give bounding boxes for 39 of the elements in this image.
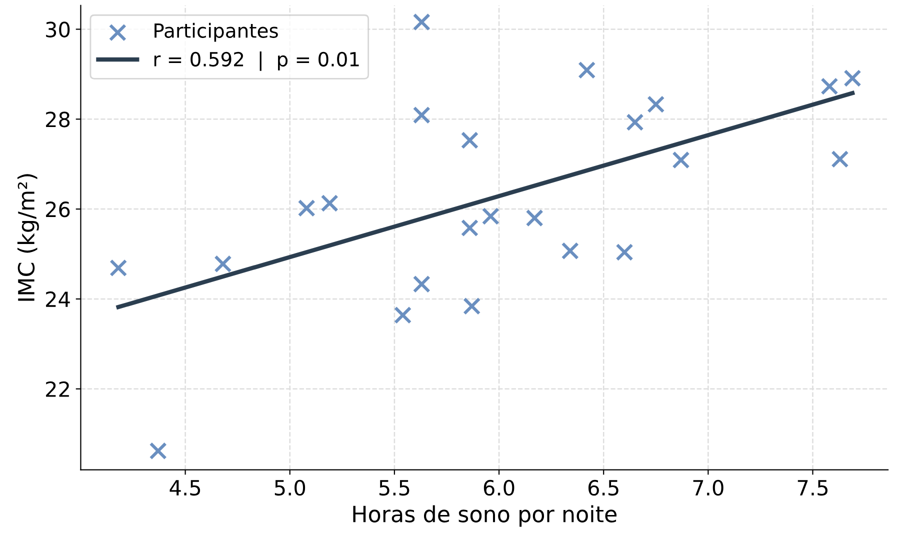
point: [482, 207, 500, 226]
point: [298, 199, 316, 217]
point: [412, 275, 430, 293]
y-tick-label: 30: [46, 22, 70, 38]
x-tick-label: 7.5: [798, 480, 828, 496]
y-tick-label: 28: [46, 112, 70, 128]
legend-label: Participantes: [154, 22, 278, 42]
point: [831, 150, 849, 168]
legend-label: r = 0.592 | p = 0.01: [154, 51, 359, 71]
point: [626, 113, 644, 132]
point: [561, 242, 579, 260]
x-tick-label: 7.0: [693, 480, 724, 496]
point: [394, 306, 412, 324]
point: [110, 259, 128, 277]
point: [616, 243, 634, 262]
point: [149, 442, 167, 460]
y-tick-label: 26: [46, 202, 70, 218]
y-tick-label: 22: [46, 381, 69, 397]
point: [820, 78, 838, 96]
y-axis-title: IMC (kg/m²): [17, 174, 39, 301]
x-tick-label: 5.0: [274, 480, 306, 496]
point: [463, 297, 481, 315]
point: [320, 194, 338, 212]
point: [526, 209, 544, 227]
y-tick-label: 24: [46, 291, 70, 307]
point: [578, 61, 596, 79]
point: [647, 95, 665, 114]
x-tick-label: 4.5: [170, 480, 200, 496]
point: [412, 106, 430, 124]
point: [460, 131, 479, 150]
point: [460, 219, 479, 237]
point: [214, 255, 232, 273]
point: [412, 13, 430, 31]
x-tick-label: 6.0: [484, 480, 514, 496]
point: [672, 151, 690, 169]
x-tick-label: 6.5: [588, 480, 618, 496]
x-axis-title: Horas de sono por noite: [353, 505, 616, 527]
x-tick-label: 5.5: [379, 480, 410, 496]
point: [844, 69, 862, 88]
